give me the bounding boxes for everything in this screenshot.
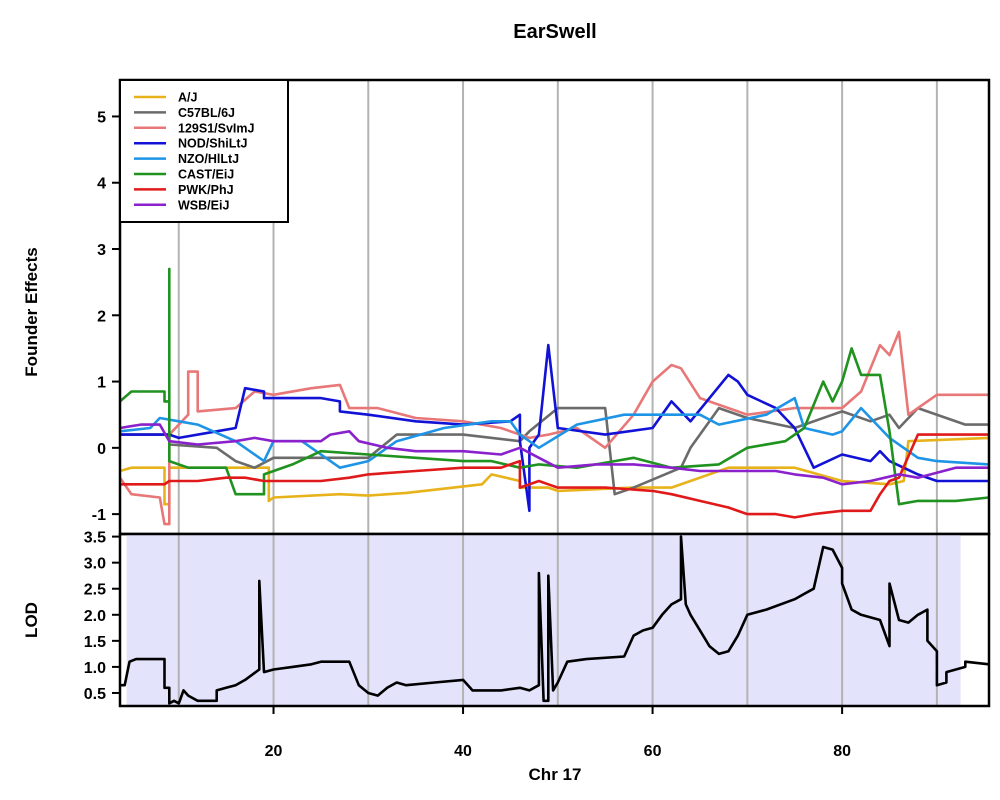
x-tick-label: 20 (265, 743, 283, 760)
series-line-wsb-eij (119, 423, 989, 486)
y-tick-label: 2.5 (84, 582, 106, 599)
y-tick-label: 3.5 (84, 530, 106, 547)
series-line-nod-shiltj (120, 343, 989, 513)
lod-plot-frame (118, 532, 991, 708)
y-tick-label: 3 (97, 242, 106, 259)
legend-label: NZO/HlLtJ (178, 152, 239, 166)
series-line-pwk-phj (120, 433, 989, 519)
y-tick-label: 2 (97, 308, 106, 325)
x-tick-label: 60 (644, 743, 662, 760)
y-tick-label: -1 (92, 507, 106, 524)
legend-label: CAST/EiJ (178, 168, 234, 182)
series-line-cast-eij (119, 267, 990, 506)
lod-y-axis-label: LOD (22, 602, 41, 638)
lod-panel: LOD 0.5 1.0 1.5 2.0 2.5 3.0 3.5 (22, 530, 991, 708)
legend-box (119, 79, 289, 223)
y-tick-label: 0 (97, 441, 106, 458)
legend-label: C57BL/6J (178, 106, 235, 120)
y-tick-label: 0.5 (84, 686, 106, 703)
chart-title: EarSwell (513, 21, 596, 43)
legend-label: 129S1/SvImJ (178, 121, 254, 135)
series-line-c57bl-6j (120, 406, 989, 496)
y-tick-label: 3.0 (84, 556, 106, 573)
y-tick-label: 2.0 (84, 608, 106, 625)
y-tick-label: 1.0 (84, 660, 106, 677)
x-tick-label: 40 (454, 743, 472, 760)
x-tick-label: 80 (833, 743, 851, 760)
founder-effects-y-axis-label: Founder Effects (22, 247, 41, 376)
legend-label: WSB/EiJ (178, 198, 229, 212)
y-tick-label: 1.5 (84, 634, 106, 651)
y-tick-label: 4 (97, 176, 106, 193)
y-tick-label: 5 (97, 109, 106, 126)
series-line-129s1-svimj (118, 330, 989, 526)
series-line-nzo-hlltj (119, 396, 990, 469)
legend-label: NOD/ShiLtJ (178, 137, 247, 151)
founder-effects-panel: Founder Effects -1 0 1 2 3 4 5 (22, 78, 991, 536)
lod-curve (120, 535, 990, 705)
y-tick-label: 1 (97, 375, 106, 392)
legend-label: A/J (178, 91, 198, 105)
legend-label: PWK/PhJ (178, 183, 234, 197)
x-axis-label: Chr 17 (529, 765, 582, 784)
